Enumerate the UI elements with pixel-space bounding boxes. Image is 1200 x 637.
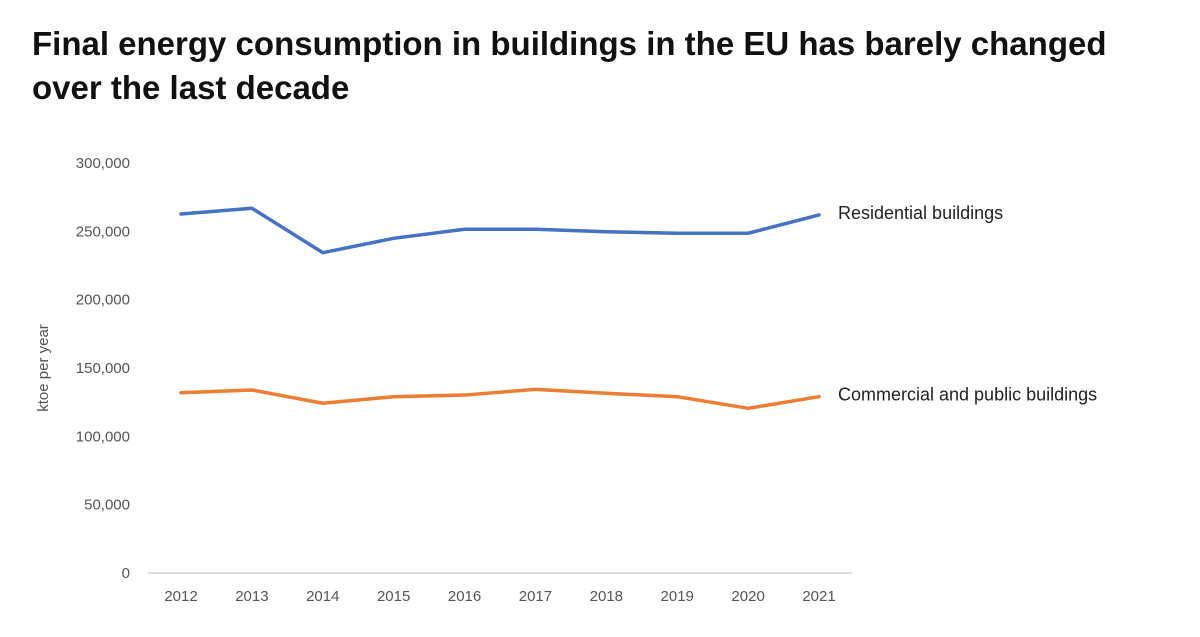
x-tick-label: 2014 [306,588,339,605]
series-line-1 [179,387,821,411]
y-tick-label: 50,000 [84,497,130,514]
x-tick-label: 2015 [377,588,410,605]
y-tick-label: 250,000 [76,223,130,240]
x-tick-label: 2016 [448,588,481,605]
x-tick-label: 2012 [164,588,197,605]
x-tick-label: 2021 [802,588,835,605]
chart-title: Final energy consumption in buildings in… [32,25,1107,106]
x-tick-label: 2013 [235,588,268,605]
x-tick-label: 2020 [731,588,764,605]
y-tick-label: 300,000 [76,155,130,172]
x-tick-label: 2018 [590,588,623,605]
y-tick-label: 0 [122,565,130,582]
y-tick-label: 200,000 [76,292,130,309]
series-line-0 [179,206,821,255]
x-tick-label: 2017 [519,588,552,605]
y-axis-label: ktoe per year [35,324,52,412]
x-tick-label: 2019 [661,588,694,605]
y-tick-label: 100,000 [76,428,130,445]
y-tick-label: 150,000 [76,360,130,377]
series-label-0: Residential buildings [838,203,1003,223]
series-label-1: Commercial and public buildings [838,385,1097,405]
